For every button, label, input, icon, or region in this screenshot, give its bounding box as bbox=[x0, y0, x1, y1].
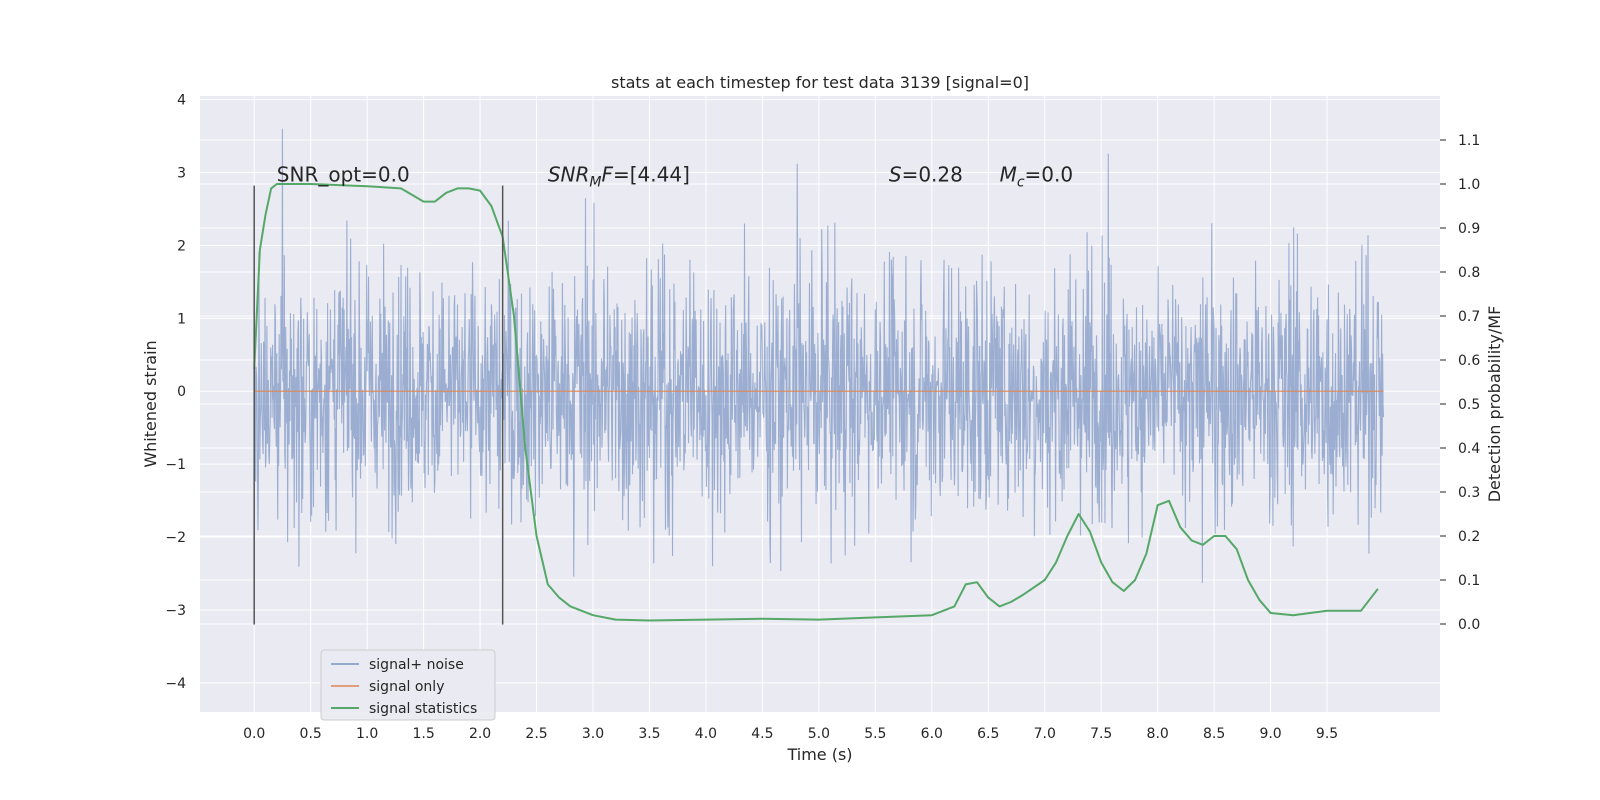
y-left-tick-label-8: 4 bbox=[177, 93, 186, 109]
y-ticks-left: −4 −3 −2 −1 0 1 2 3 4 bbox=[165, 93, 186, 692]
y-right-tick-label-5: 0.5 bbox=[1458, 397, 1480, 413]
x-tick-label-16: 8.0 bbox=[1147, 726, 1169, 742]
annotation-3-part-1: c bbox=[1017, 174, 1025, 190]
x-tick-label-4: 2.0 bbox=[469, 726, 491, 742]
x-tick-label-17: 8.5 bbox=[1203, 726, 1225, 742]
x-tick-label-5: 2.5 bbox=[525, 726, 547, 742]
annotation-2: S=0.28 bbox=[889, 162, 963, 186]
y-right-tick-label-1: 0.1 bbox=[1458, 573, 1480, 589]
x-tick-label-8: 4.0 bbox=[695, 726, 717, 742]
x-tick-label-1: 0.5 bbox=[300, 726, 322, 742]
annotation-3-part-0: M bbox=[1000, 162, 1017, 186]
legend: signal+ noise signal only signal statist… bbox=[320, 649, 496, 721]
y-left-tick-label-0: −4 bbox=[165, 676, 186, 692]
annotation-1-part-1: M bbox=[589, 174, 601, 190]
y-axis-label-right: Detection probability/MF bbox=[1485, 306, 1504, 503]
series-signal-statistics bbox=[253, 183, 1379, 622]
annotation-2-part-0: S bbox=[889, 162, 902, 186]
annotation-3: Mc=0.0 bbox=[1000, 162, 1074, 190]
y-left-tick-label-4: 0 bbox=[177, 384, 186, 400]
y-right-tick-label-0: 0.0 bbox=[1458, 617, 1480, 633]
legend-label-signal-noise: signal+ noise bbox=[369, 657, 464, 673]
y-right-tick-label-3: 0.3 bbox=[1458, 485, 1480, 501]
x-tick-label-9: 4.5 bbox=[751, 726, 773, 742]
series-signal-noise bbox=[253, 128, 1385, 583]
annotation-1-part-2: F bbox=[601, 162, 613, 186]
y-axis-label-left: Whitened strain bbox=[141, 340, 160, 467]
y-left-tick-label-2: −2 bbox=[165, 530, 186, 546]
x-tick-label-11: 5.5 bbox=[864, 726, 886, 742]
annotation-2-part-1: =0.28 bbox=[902, 162, 963, 186]
legend-label-signal-only: signal only bbox=[369, 679, 444, 695]
annotation-0: SNR_opt=0.0 bbox=[277, 162, 410, 186]
vertical-markers bbox=[253, 185, 504, 625]
y-left-tick-label-3: −1 bbox=[165, 457, 186, 473]
y-right-tick-label-10: 1.0 bbox=[1458, 177, 1480, 193]
line-series bbox=[253, 183, 1384, 622]
x-tick-label-6: 3.0 bbox=[582, 726, 604, 742]
y-left-tick-label-1: −3 bbox=[165, 603, 186, 619]
x-tick-label-2: 1.0 bbox=[356, 726, 378, 742]
chart-title: stats at each timestep for test data 313… bbox=[611, 73, 1029, 92]
y-right-tick-label-4: 0.4 bbox=[1458, 441, 1480, 457]
x-axis-label: Time (s) bbox=[786, 745, 852, 764]
x-tick-label-10: 5.0 bbox=[808, 726, 830, 742]
x-tick-label-0: 0.0 bbox=[243, 726, 265, 742]
y-right-tick-label-11: 1.1 bbox=[1458, 133, 1480, 149]
annotation-1: SNRMF=[4.44] bbox=[548, 162, 690, 190]
annotation-1-part-0: SNR bbox=[548, 162, 590, 186]
x-tick-label-15: 7.5 bbox=[1090, 726, 1112, 742]
signal-noise-series bbox=[253, 128, 1385, 583]
x-tick-label-12: 6.0 bbox=[921, 726, 943, 742]
legend-label-signal-statistics: signal statistics bbox=[369, 701, 477, 717]
y-left-tick-label-7: 3 bbox=[177, 166, 186, 182]
x-tick-label-13: 6.5 bbox=[977, 726, 999, 742]
x-tick-label-14: 7.0 bbox=[1034, 726, 1056, 742]
x-tick-label-7: 3.5 bbox=[638, 726, 660, 742]
x-tick-label-18: 9.0 bbox=[1259, 726, 1281, 742]
y-left-tick-label-6: 2 bbox=[177, 238, 186, 254]
annotation-3-part-2: =0.0 bbox=[1025, 162, 1074, 186]
y-left-tick-label-5: 1 bbox=[177, 311, 186, 327]
annotation-1-part-3: =[4.44] bbox=[613, 162, 690, 186]
y-right-tick-label-9: 0.9 bbox=[1458, 221, 1480, 237]
y-right-tick-label-2: 0.2 bbox=[1458, 529, 1480, 545]
y-right-tick-label-8: 0.8 bbox=[1458, 265, 1480, 281]
y-right-tick-label-7: 0.7 bbox=[1458, 309, 1480, 325]
y-ticks-right: 0.0 0.1 0.2 0.3 0.4 0.5 0.6 0.7 0.8 0.9 1.0 1.1 bbox=[1440, 133, 1480, 633]
x-tick-label-3: 1.5 bbox=[412, 726, 434, 742]
y-right-tick-label-6: 0.6 bbox=[1458, 353, 1480, 369]
legend-box bbox=[320, 649, 496, 721]
x-tick-label-19: 9.5 bbox=[1316, 726, 1338, 742]
annotation-0-part-0: SNR_opt=0.0 bbox=[277, 162, 410, 186]
annotations: SNR_opt=0.0 SNRMF=[4.44] S=0.28 Mc=0.0 bbox=[277, 162, 1073, 190]
x-ticks: 0.0 0.5 1.0 1.5 2.0 2.5 3.0 3.5 4.0 4.5 5.0 5.5 6.0 6… bbox=[243, 726, 1338, 742]
